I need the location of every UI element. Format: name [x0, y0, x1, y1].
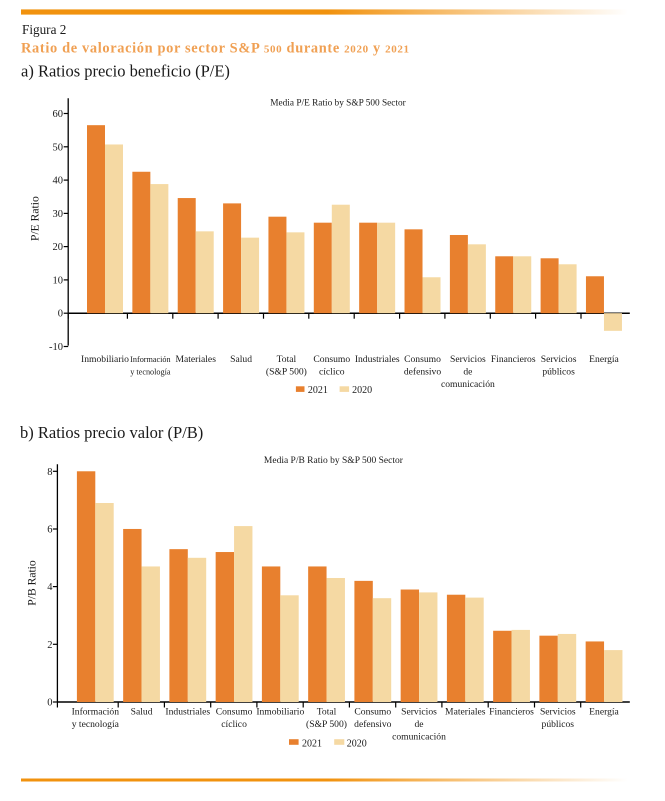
svg-text:6: 6	[47, 525, 52, 536]
svg-text:defensivo: defensivo	[404, 366, 442, 377]
svg-text:10: 10	[53, 275, 64, 286]
svg-text:Inmobiliario: Inmobiliario	[81, 354, 129, 365]
svg-text:60: 60	[53, 109, 64, 120]
svg-text:Información: Información	[72, 707, 120, 718]
svg-text:0: 0	[47, 698, 52, 709]
svg-text:Consumo: Consumo	[354, 707, 391, 718]
svg-text:defensivo: defensivo	[354, 719, 392, 730]
svg-text:0: 0	[58, 309, 63, 320]
svg-text:Materiales: Materiales	[445, 707, 486, 718]
svg-text:2021: 2021	[302, 738, 322, 749]
svg-text:Salud: Salud	[230, 354, 252, 365]
svg-text:2021: 2021	[308, 385, 328, 396]
svg-text:Energía: Energía	[589, 707, 619, 718]
svg-text:Media P/E Ratio by S&P 500 Sec: Media P/E Ratio by S&P 500 Sector	[270, 99, 406, 109]
svg-text:30: 30	[53, 209, 64, 220]
svg-text:Servicios: Servicios	[541, 354, 577, 365]
svg-text:4: 4	[47, 582, 53, 593]
svg-text:a) Ratios precio beneficio (P/: a) Ratios precio beneficio (P/E)	[21, 62, 230, 81]
svg-text:50: 50	[53, 142, 64, 153]
svg-text:20: 20	[53, 242, 64, 253]
svg-text:(S&P 500): (S&P 500)	[266, 366, 307, 377]
svg-text:Servicios: Servicios	[540, 707, 576, 718]
svg-text:Servicios: Servicios	[450, 354, 486, 365]
svg-text:Figura 2: Figura 2	[22, 22, 66, 37]
svg-text:Ratio de valoración por sector: Ratio de valoración por sector S&P 500 d…	[21, 41, 410, 57]
svg-text:cíclico: cíclico	[221, 719, 247, 730]
svg-text:comunicación: comunicación	[392, 731, 446, 742]
svg-text:Financieros: Financieros	[489, 707, 534, 718]
svg-text:Consumo: Consumo	[216, 707, 253, 718]
svg-text:Información: Información	[130, 355, 170, 364]
svg-text:2020: 2020	[347, 738, 367, 749]
svg-text:Materiales: Materiales	[175, 354, 216, 365]
svg-text:2020: 2020	[352, 385, 372, 396]
svg-text:P/B Ratio: P/B Ratio	[26, 560, 39, 606]
svg-text:Industriales: Industriales	[165, 707, 210, 718]
svg-text:Consumo: Consumo	[404, 354, 441, 365]
svg-text:cíclico: cíclico	[319, 366, 345, 377]
svg-text:y tecnología: y tecnología	[130, 367, 171, 376]
svg-text:Financieros: Financieros	[491, 354, 536, 365]
svg-text:-10: -10	[49, 342, 63, 353]
svg-text:Energía: Energía	[589, 354, 619, 365]
svg-text:(S&P 500): (S&P 500)	[306, 719, 347, 730]
svg-text:Industriales: Industriales	[355, 354, 400, 365]
svg-text:Total: Total	[317, 707, 337, 718]
svg-text:b) Ratios precio valor (P/B): b) Ratios precio valor (P/B)	[20, 423, 203, 442]
svg-text:40: 40	[53, 176, 64, 187]
svg-text:públicos: públicos	[542, 719, 575, 730]
svg-text:y tecnología: y tecnología	[72, 719, 120, 730]
svg-text:2: 2	[47, 640, 52, 651]
svg-text:de: de	[463, 366, 472, 377]
svg-text:Consumo: Consumo	[313, 354, 350, 365]
svg-text:Salud: Salud	[131, 707, 153, 718]
svg-text:de: de	[414, 719, 423, 730]
svg-text:públicos: públicos	[542, 366, 575, 377]
svg-text:comunicación: comunicación	[441, 379, 495, 390]
svg-text:Inmobiliario: Inmobiliario	[256, 707, 304, 718]
svg-text:Servicios: Servicios	[401, 707, 437, 718]
svg-text:8: 8	[47, 467, 52, 478]
svg-text:Total: Total	[277, 354, 297, 365]
svg-text:Media P/B Ratio by S&P 500 Sec: Media P/B Ratio by S&P 500 Sector	[264, 456, 404, 466]
svg-text:P/E Ratio: P/E Ratio	[29, 196, 42, 241]
